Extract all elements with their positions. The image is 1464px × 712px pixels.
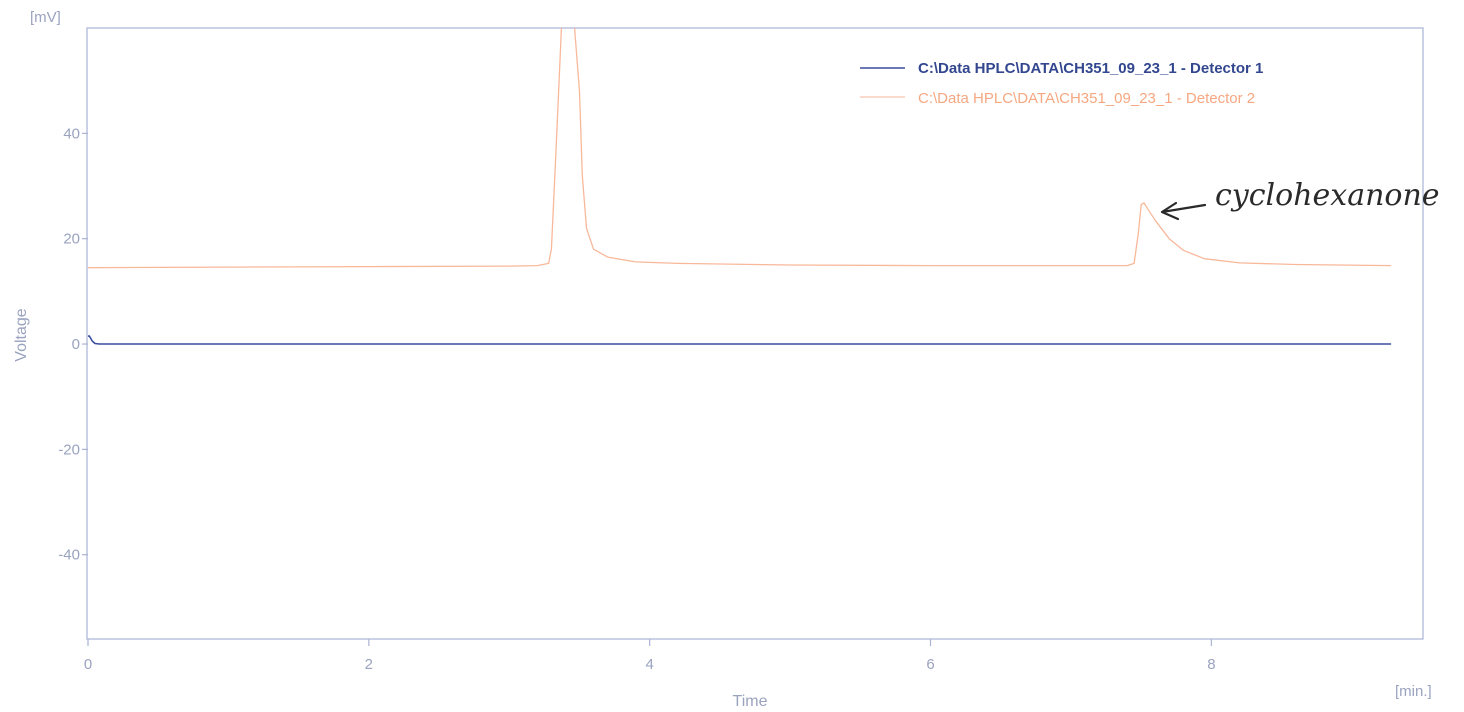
annotation-cyclohexanone: cyclohexanone (1160, 178, 1440, 221)
legend: C:\Data HPLC\DATA\CH351_09_23_1 - Detect… (860, 60, 1263, 107)
x-axis-title: Time (733, 693, 768, 710)
annotation-arrow (1160, 201, 1207, 221)
y-tick-label: 20 (63, 231, 80, 248)
x-tick-label: 2 (365, 656, 373, 673)
y-unit-label: [mV] (30, 9, 61, 26)
y-tick-label: -20 (58, 441, 80, 458)
plot-frame (86, 27, 1424, 640)
annotation-text: cyclohexanone (1215, 178, 1440, 213)
x-tick-label: 0 (84, 656, 92, 673)
y-tick-label: 0 (72, 336, 80, 353)
legend-label-detector-1: C:\Data HPLC\DATA\CH351_09_23_1 - Detect… (918, 60, 1263, 77)
y-tick-label: -40 (58, 547, 80, 564)
series-line-detector-1 (88, 335, 1392, 345)
x-tick-label: 6 (926, 656, 934, 673)
series-line-detector-2 (87, 28, 1392, 269)
x-tick-label: 8 (1207, 656, 1215, 673)
y-tick-label: 40 (63, 125, 80, 142)
x-tick-label: 4 (646, 656, 654, 673)
series-lines (87, 28, 1392, 345)
y-axis-title: Voltage (13, 308, 30, 361)
x-unit-label: [min.] (1395, 683, 1432, 700)
legend-label-detector-2: C:\Data HPLC\DATA\CH351_09_23_1 - Detect… (918, 90, 1255, 107)
axis-ticks: 40 20 0 -20 -40 0 2 4 6 8 (58, 125, 1215, 673)
